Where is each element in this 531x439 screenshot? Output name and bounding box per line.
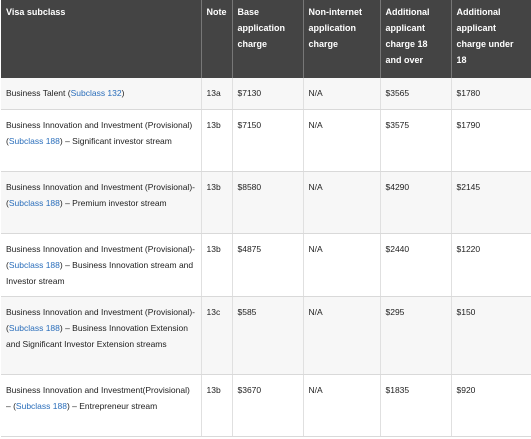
non-internet-cell: N/A — [303, 78, 381, 110]
subclass-link[interactable]: Subclass 132 — [70, 88, 122, 98]
note-cell: 13b — [201, 374, 233, 437]
table-header-row: Visa subclass Note Base application char… — [1, 0, 531, 78]
adult-charge-cell: $295 — [380, 296, 452, 375]
visa-name: Business Innovation and Investment (Prov… — [6, 243, 195, 270]
adult-charge-cell: $3575 — [380, 109, 452, 172]
adult-charge-cell: $2440 — [380, 233, 452, 297]
table-row: Business Innovation and Investment (Prov… — [1, 233, 531, 297]
child-charge-cell: $2145 — [451, 171, 531, 234]
subclass-link[interactable]: Subclass 188 — [8, 259, 60, 270]
table-row: Business Talent (Subclass 132) 13a $7130… — [1, 78, 531, 110]
adult-charge-cell: $4290 — [380, 171, 452, 234]
note-cell: 13c — [201, 296, 233, 375]
header-note: Note — [201, 0, 233, 78]
visa-stream: ) – Business Innovation stream and Inves… — [6, 259, 194, 286]
note-cell: 13b — [201, 233, 233, 297]
header-visa-subclass: Visa subclass — [1, 0, 202, 78]
child-charge-cell: $1780 — [451, 78, 531, 110]
base-charge-cell: $3670 — [232, 374, 304, 437]
non-internet-cell: N/A — [303, 296, 381, 375]
visa-subclass-cell: Business Innovation and Investment(Provi… — [1, 374, 202, 437]
child-charge-cell: $1220 — [451, 233, 531, 297]
visa-stream: ) – Entrepreneur stream — [66, 400, 158, 411]
note-cell: 13a — [201, 78, 233, 110]
non-internet-cell: N/A — [303, 171, 381, 234]
header-additional-18-over: Additional applicant charge 18 and over — [380, 0, 452, 78]
note-cell: 13b — [201, 109, 233, 172]
table-row: Business Innovation and Investment (Prov… — [1, 171, 531, 234]
visa-name: Business Innovation and Investment (Prov… — [6, 181, 195, 208]
base-charge-cell: $585 — [232, 296, 304, 375]
subclass-link[interactable]: Subclass 188 — [15, 400, 67, 411]
visa-subclass-cell: Business Innovation and Investment (Prov… — [1, 171, 202, 234]
table-row: Business Innovation and Investment (Prov… — [1, 296, 531, 375]
subclass-link[interactable]: Subclass 188 — [8, 322, 60, 333]
header-non-internet-charge: Non-internet application charge — [303, 0, 381, 78]
visa-name: Business Innovation and Investment(Provi… — [6, 384, 190, 411]
non-internet-cell: N/A — [303, 109, 381, 172]
note-cell: 13b — [201, 171, 233, 234]
visa-name: Business Innovation and Investment (Prov… — [6, 119, 193, 146]
table-row: Business Innovation and Investment (Prov… — [1, 109, 531, 172]
table-row: Business Innovation and Investment(Provi… — [1, 374, 531, 437]
base-charge-cell: $7130 — [232, 78, 304, 110]
non-internet-cell: N/A — [303, 374, 381, 437]
child-charge-cell: $920 — [451, 374, 531, 437]
visa-stream: ) – Significant investor stream — [59, 135, 172, 146]
header-base-charge: Base application charge — [232, 0, 304, 78]
base-charge-cell: $8580 — [232, 171, 304, 234]
visa-stream: ) – Business Innovation Extension and Si… — [6, 322, 188, 349]
non-internet-cell: N/A — [303, 233, 381, 297]
visa-name: Business Talent ( — [6, 88, 71, 98]
child-charge-cell: $150 — [451, 296, 531, 375]
base-charge-cell: $7150 — [232, 109, 304, 172]
adult-charge-cell: $1835 — [380, 374, 452, 437]
visa-subclass-cell: Business Innovation and Investment (Prov… — [1, 109, 202, 172]
visa-subclass-cell: Business Talent (Subclass 132) — [1, 78, 202, 110]
visa-subclass-cell: Business Innovation and Investment (Prov… — [1, 296, 202, 375]
adult-charge-cell: $3565 — [380, 78, 452, 110]
subclass-link[interactable]: Subclass 188 — [8, 135, 60, 146]
visa-stream: ) – Premium investor stream — [59, 197, 167, 208]
subclass-link[interactable]: Subclass 188 — [8, 197, 60, 208]
visa-name: Business Innovation and Investment (Prov… — [6, 306, 195, 333]
child-charge-cell: $1790 — [451, 109, 531, 172]
visa-stream: ) — [121, 88, 125, 98]
header-additional-under-18: Additional applicant charge under 18 — [451, 0, 531, 78]
base-charge-cell: $4875 — [232, 233, 304, 297]
visa-subclass-cell: Business Innovation and Investment (Prov… — [1, 233, 202, 297]
